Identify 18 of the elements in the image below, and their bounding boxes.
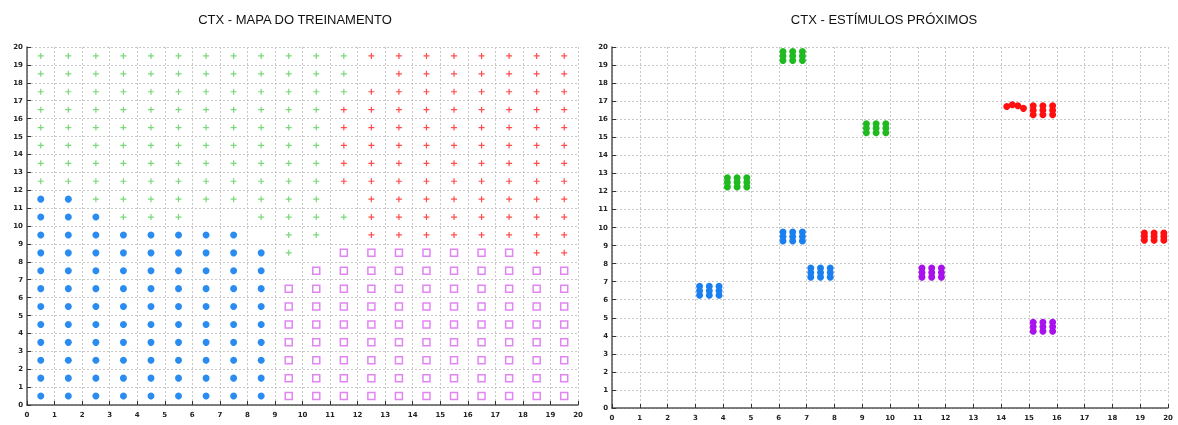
point [1049, 318, 1057, 326]
point [807, 264, 815, 272]
point [705, 282, 713, 290]
point [826, 264, 834, 272]
point [937, 264, 945, 272]
point [1003, 103, 1011, 111]
point [798, 228, 806, 236]
chart-title: CTX - MAPA DO TREINAMENTO [198, 12, 392, 27]
point [1014, 102, 1022, 110]
chart-title: CTX - ESTÍMULOS PRÓXIMOS [790, 12, 978, 27]
point [817, 264, 824, 272]
point [696, 282, 704, 290]
point [733, 174, 741, 182]
point [789, 228, 797, 236]
point [928, 264, 936, 272]
point [1029, 318, 1037, 326]
point [1019, 104, 1027, 112]
point [1039, 318, 1047, 326]
